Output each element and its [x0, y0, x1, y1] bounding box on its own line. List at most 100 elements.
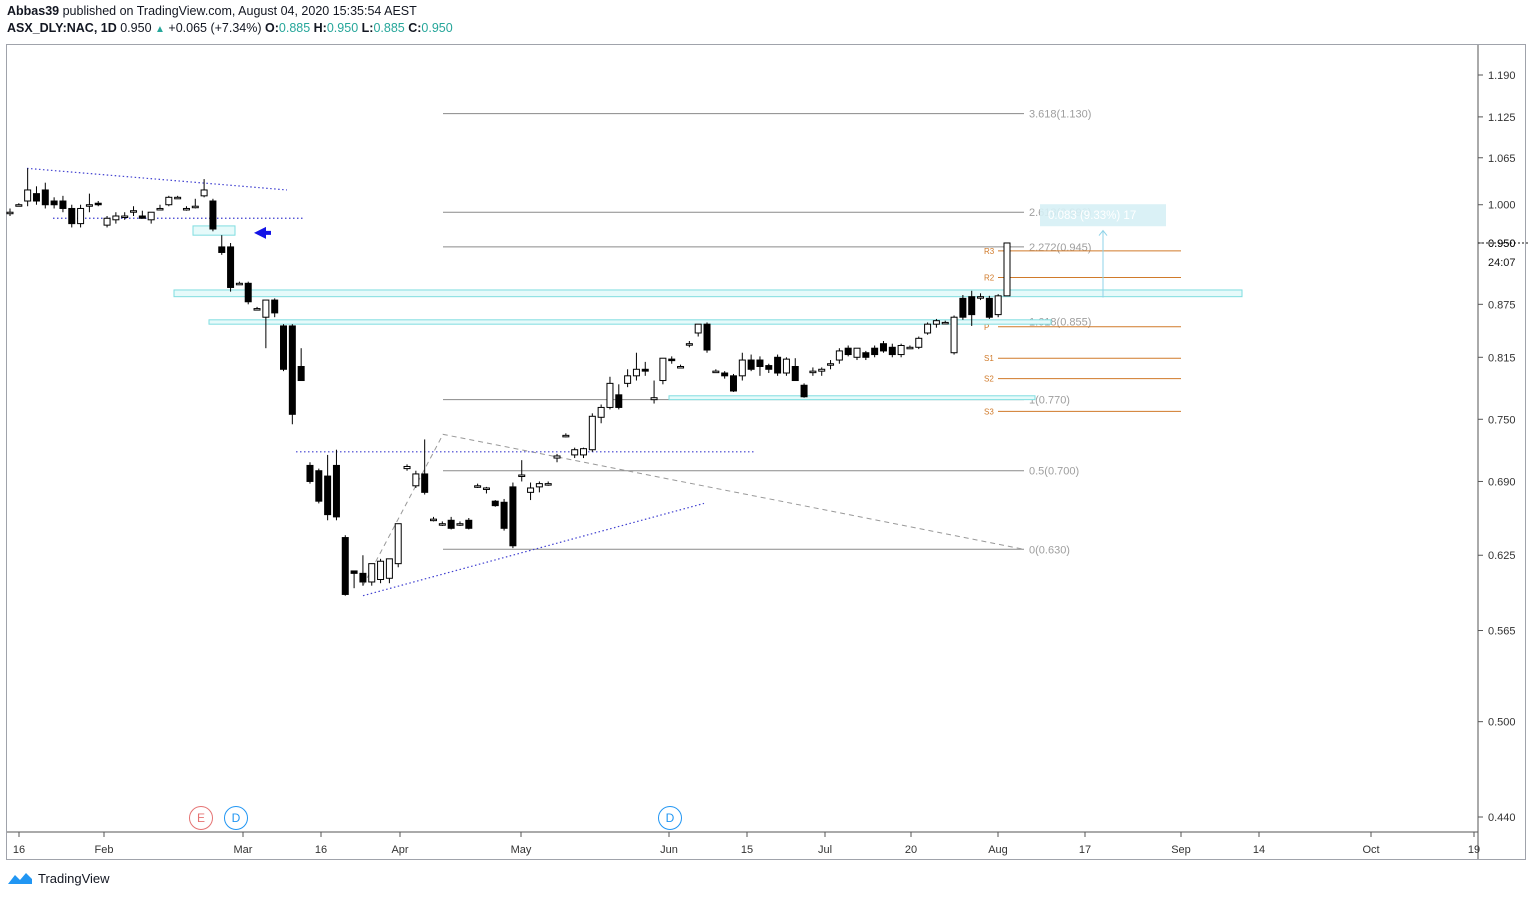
candle-body	[897, 344, 905, 356]
time-tick-label: Jun	[660, 844, 678, 856]
candle-body	[985, 297, 993, 318]
candle-body	[280, 325, 288, 370]
fib-label: 1(0.770)	[1029, 395, 1070, 407]
candle-body	[765, 365, 773, 370]
pivot-label: P	[984, 323, 989, 332]
candle-body	[297, 365, 305, 382]
candle-body	[535, 483, 543, 488]
bar-countdown-label: 24:07	[1488, 257, 1516, 269]
candle-body	[888, 346, 896, 356]
candle-body	[324, 475, 332, 516]
candle-body	[341, 537, 349, 595]
footer[interactable]: TradingView	[7, 870, 110, 886]
candle-body	[174, 196, 182, 200]
price-tick-label: 1.065	[1488, 153, 1516, 165]
time-tick-label: Oct	[1362, 844, 1379, 856]
candle-body	[288, 325, 296, 415]
candle-body	[306, 464, 314, 482]
candle-body	[200, 189, 208, 197]
price-tick-label: 0.625	[1488, 550, 1516, 562]
time-tick-label: 16	[315, 844, 327, 856]
time-tick-label: 15	[741, 844, 753, 856]
candle-body	[809, 370, 817, 374]
tradingview-logo-icon	[8, 873, 32, 884]
price-tick-label: 0.440	[1488, 812, 1516, 824]
open-value: 0.885	[278, 21, 311, 35]
trendlines	[26, 167, 755, 597]
price-tick-label: 0.815	[1488, 352, 1516, 364]
candle-body	[182, 207, 190, 211]
chart-frame	[6, 44, 1526, 860]
candle-body	[244, 282, 252, 303]
candle-body	[941, 321, 949, 325]
candle-body	[359, 572, 367, 583]
pivot-label: S3	[984, 407, 994, 416]
candle-body	[491, 500, 499, 507]
candle-body	[650, 397, 658, 401]
candle-body	[385, 558, 393, 579]
last-price: 0.950	[120, 21, 152, 35]
candle-body	[235, 282, 243, 286]
candle-body	[827, 363, 835, 366]
candle-body	[632, 368, 640, 377]
candle-body	[103, 217, 111, 226]
trend-line	[26, 167, 288, 191]
dividend-badge-2[interactable]: D	[658, 806, 682, 830]
candle-body	[438, 523, 446, 526]
last-price-label: 0.950	[1488, 238, 1516, 250]
candle-body	[85, 204, 93, 207]
candle-body	[32, 193, 40, 202]
candle-body	[606, 382, 614, 408]
candle-body	[924, 323, 932, 334]
candle-body	[262, 299, 270, 318]
candle-body	[1003, 242, 1011, 297]
price-tick-label: 0.875	[1488, 299, 1516, 311]
support-zone	[208, 319, 1052, 325]
candle-body	[685, 343, 693, 346]
candle-body	[968, 296, 976, 316]
candle-body	[350, 570, 358, 574]
candle-body	[271, 299, 279, 314]
fib-anchor-path	[362, 433, 1025, 586]
dividend-badge[interactable]: D	[224, 806, 248, 830]
time-tick-label: Feb	[95, 844, 114, 856]
high-label: H:	[313, 21, 327, 35]
fib-label: 3.618(1.130)	[1029, 109, 1091, 121]
candle-body	[959, 297, 967, 318]
candle-body	[527, 487, 535, 493]
candle-body	[15, 204, 23, 207]
candle-body	[818, 368, 826, 372]
author-name[interactable]: Abbas39	[7, 4, 60, 18]
candles	[6, 168, 1011, 596]
price-tick-label: 0.500	[1488, 717, 1516, 729]
time-tick-label: May	[511, 844, 532, 856]
candle-body	[421, 473, 429, 493]
candle-body	[932, 320, 940, 325]
published-text: published on TradingView.com, August 04,…	[62, 4, 417, 18]
candle-body	[597, 406, 605, 418]
candle-body	[430, 518, 438, 522]
earnings-badge[interactable]: E	[189, 806, 213, 830]
pivot-levels: R3R2R1PS1S2S3	[984, 247, 1181, 416]
candle-body	[368, 563, 376, 583]
candle-body	[77, 207, 85, 225]
price-change: +0.065 (+7.34%)	[168, 21, 262, 35]
candle-body	[209, 200, 217, 230]
candle-body	[624, 375, 632, 384]
candle-body	[112, 215, 120, 221]
open-label: O:	[265, 21, 279, 35]
candle-body	[668, 358, 676, 362]
measure-box	[1040, 204, 1166, 227]
candle-body	[165, 196, 173, 206]
candle-body	[68, 207, 76, 225]
candle-body	[712, 370, 720, 374]
candle-body	[41, 189, 49, 206]
axes: 1.190 1.125 1.065 1.000 0.950 0.875 0.815 0.750…	[7, 45, 1528, 859]
time-tick-label: 20	[905, 844, 917, 856]
publish-line: Abbas39 published on TradingView.com, Au…	[7, 4, 417, 18]
candle-body	[456, 523, 464, 526]
candle-body	[782, 358, 790, 374]
candle-body	[6, 211, 14, 215]
candle-body	[800, 384, 808, 398]
